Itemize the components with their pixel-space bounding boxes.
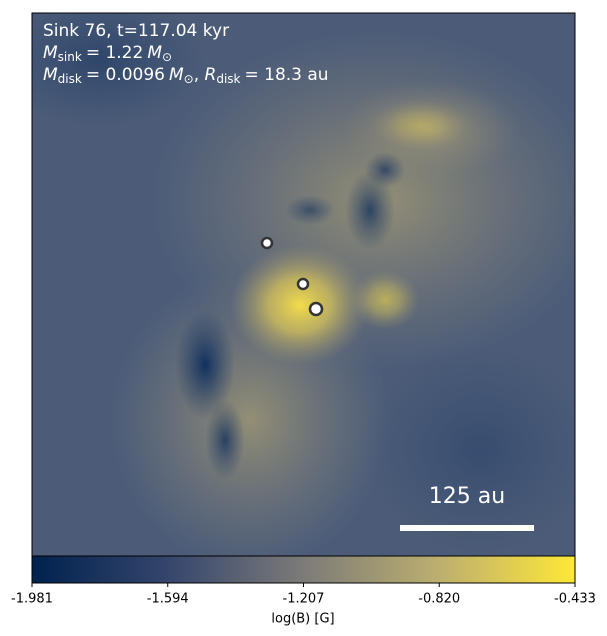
colorbar-ticks: -1.981 -1.594 -1.207 -0.820 -0.433 — [11, 583, 596, 607]
colorbar — [31, 555, 576, 584]
annotation-part: ⊙ — [162, 50, 172, 64]
annotation-part: M — [169, 65, 184, 85]
colorbar-label: log(B) [G] — [271, 612, 334, 627]
sink-marker — [308, 301, 324, 317]
annotation-part: sink — [58, 50, 82, 64]
annotation-part: ⊙ — [184, 72, 194, 86]
scale-bar-label: 125 au — [429, 484, 505, 509]
annotation-part: = 18.3 au — [244, 65, 328, 85]
annotation-part: M — [147, 43, 162, 63]
annotation: Msink = 1.22 M⊙ — [43, 43, 172, 64]
annotation-part: = 1.22 — [86, 43, 144, 63]
sink-marker — [296, 277, 310, 291]
sinks — [260, 236, 324, 317]
colorbar-tick-label: -1.981 — [11, 592, 53, 607]
annotation-part: M — [43, 43, 58, 63]
field-map — [32, 13, 575, 556]
annotation-part: R — [205, 65, 217, 85]
sink-marker — [260, 236, 274, 250]
colorbar-tick-label: -0.433 — [554, 592, 596, 607]
annotation: Mdisk = 0.0096 M⊙, Rdisk = 18.3 au — [43, 65, 329, 86]
colorbar-tick-label: -1.207 — [283, 592, 325, 607]
annotation-part: , — [194, 65, 205, 85]
annotation-part: disk — [58, 72, 82, 86]
annotation-part: M — [43, 65, 58, 85]
colorbar-tick-label: -0.820 — [418, 592, 460, 607]
annotation-part: = 0.0096 — [86, 65, 165, 85]
annotation: Sink 76, t=117.04 kyr — [43, 21, 229, 41]
colorbar-tick-label: -1.594 — [147, 592, 189, 607]
scale-bar — [400, 525, 534, 531]
annotation-part: disk — [216, 72, 240, 86]
